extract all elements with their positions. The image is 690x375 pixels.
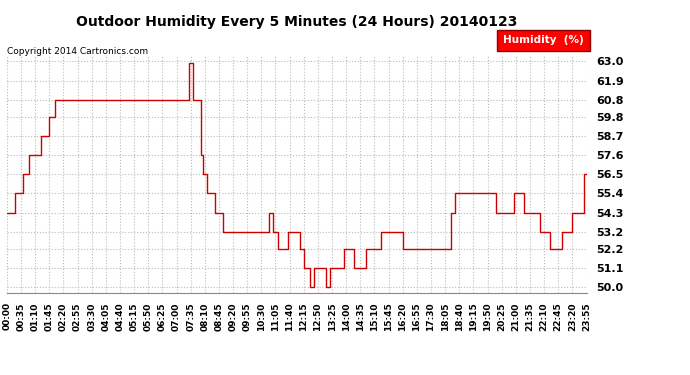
Text: Copyright 2014 Cartronics.com: Copyright 2014 Cartronics.com	[7, 47, 148, 56]
Text: Outdoor Humidity Every 5 Minutes (24 Hours) 20140123: Outdoor Humidity Every 5 Minutes (24 Hou…	[76, 15, 518, 29]
Text: Humidity  (%): Humidity (%)	[503, 35, 584, 45]
